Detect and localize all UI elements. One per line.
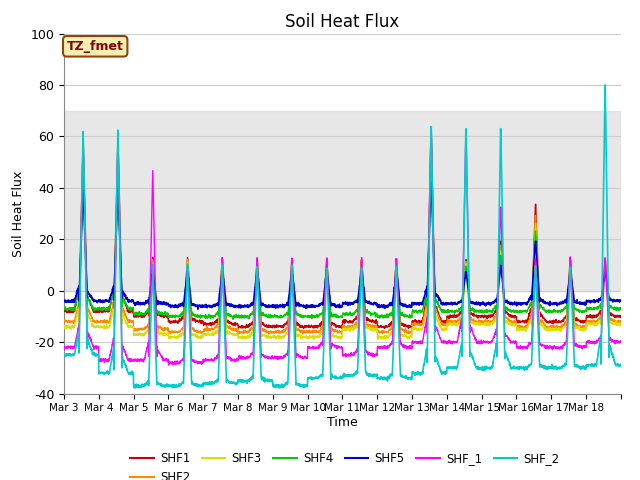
SHF3 (374, 336, 382, 342)
Line: SHF_2: SHF_2 (64, 85, 621, 388)
SHF3 (609, 320, 617, 326)
SHF4 (617, 305, 625, 311)
SHF2 (236, 329, 244, 335)
SHF5 (194, 306, 202, 312)
SHF3 (236, 335, 244, 340)
SHF_1 (609, 337, 617, 343)
SHF2 (542, 324, 550, 329)
Bar (64, 111, 621, 291)
SHF5 (376, 303, 384, 309)
SHF3 (116, 224, 124, 230)
Line: SHF3: SHF3 (64, 153, 621, 339)
SHF1 (609, 313, 617, 319)
SHF5 (60, 297, 68, 303)
SHF4 (60, 306, 68, 312)
Line: SHF4: SHF4 (64, 166, 621, 319)
Line: SHF_1: SHF_1 (64, 131, 621, 365)
SHF5 (427, 180, 435, 185)
SHF4 (376, 314, 384, 320)
SHF4 (236, 315, 244, 321)
SHF2 (116, 216, 124, 221)
SHF2 (60, 317, 68, 323)
SHF_1 (428, 128, 435, 134)
SHF3 (617, 320, 625, 326)
SHF4 (116, 226, 124, 231)
Line: SHF5: SHF5 (64, 182, 621, 309)
SHF5 (609, 298, 617, 304)
SHF2 (338, 331, 346, 337)
SHF1 (376, 324, 384, 330)
SHF_1 (617, 339, 625, 345)
SHF2 (428, 138, 435, 144)
SHF4 (428, 163, 435, 169)
SHF1 (511, 315, 518, 321)
SHF_2 (510, 365, 518, 371)
SHF_2 (617, 361, 625, 367)
SHF_2 (376, 376, 384, 382)
SHF_1 (236, 354, 244, 360)
SHF5 (511, 300, 518, 305)
SHF_1 (511, 338, 518, 344)
SHF1 (339, 325, 346, 331)
SHF4 (542, 309, 550, 315)
SHF4 (609, 305, 617, 311)
SHF1 (617, 313, 625, 319)
SHF1 (542, 318, 550, 324)
SHF_2 (116, 224, 124, 229)
SHF_1 (165, 362, 173, 368)
SHF3 (511, 322, 518, 327)
SHF_2 (609, 355, 617, 360)
SHF_2 (60, 350, 68, 356)
Legend: SHF1, SHF2, SHF3, SHF4, SHF5, SHF_1, SHF_2: SHF1, SHF2, SHF3, SHF4, SHF5, SHF_1, SHF… (125, 447, 564, 480)
SHF1 (116, 204, 124, 210)
SHF5 (236, 303, 244, 309)
SHF_1 (60, 343, 68, 349)
SHF1 (428, 124, 435, 130)
SHF2 (609, 319, 617, 324)
SHF3 (542, 326, 550, 332)
SHF_1 (542, 344, 550, 350)
SHF3 (428, 150, 435, 156)
SHF3 (376, 335, 384, 341)
SHF4 (229, 316, 237, 322)
SHF5 (542, 300, 550, 305)
SHF1 (236, 324, 244, 329)
SHF_2 (236, 378, 244, 384)
SHF2 (376, 329, 384, 335)
SHF_1 (116, 222, 124, 228)
SHF1 (60, 308, 68, 314)
Y-axis label: Soil Heat Flux: Soil Heat Flux (12, 170, 25, 257)
SHF_2 (276, 385, 284, 391)
SHF_1 (376, 346, 384, 351)
X-axis label: Time: Time (327, 416, 358, 429)
Line: SHF2: SHF2 (64, 141, 621, 334)
SHF2 (617, 318, 625, 324)
SHF_2 (601, 82, 609, 88)
SHF2 (511, 319, 518, 324)
SHF5 (617, 299, 625, 304)
Line: SHF1: SHF1 (64, 127, 621, 328)
Title: Soil Heat Flux: Soil Heat Flux (285, 12, 399, 31)
SHF_2 (542, 363, 550, 369)
SHF3 (60, 324, 68, 329)
Text: TZ_fmet: TZ_fmet (67, 40, 124, 53)
SHF4 (511, 310, 518, 315)
SHF5 (116, 231, 124, 237)
